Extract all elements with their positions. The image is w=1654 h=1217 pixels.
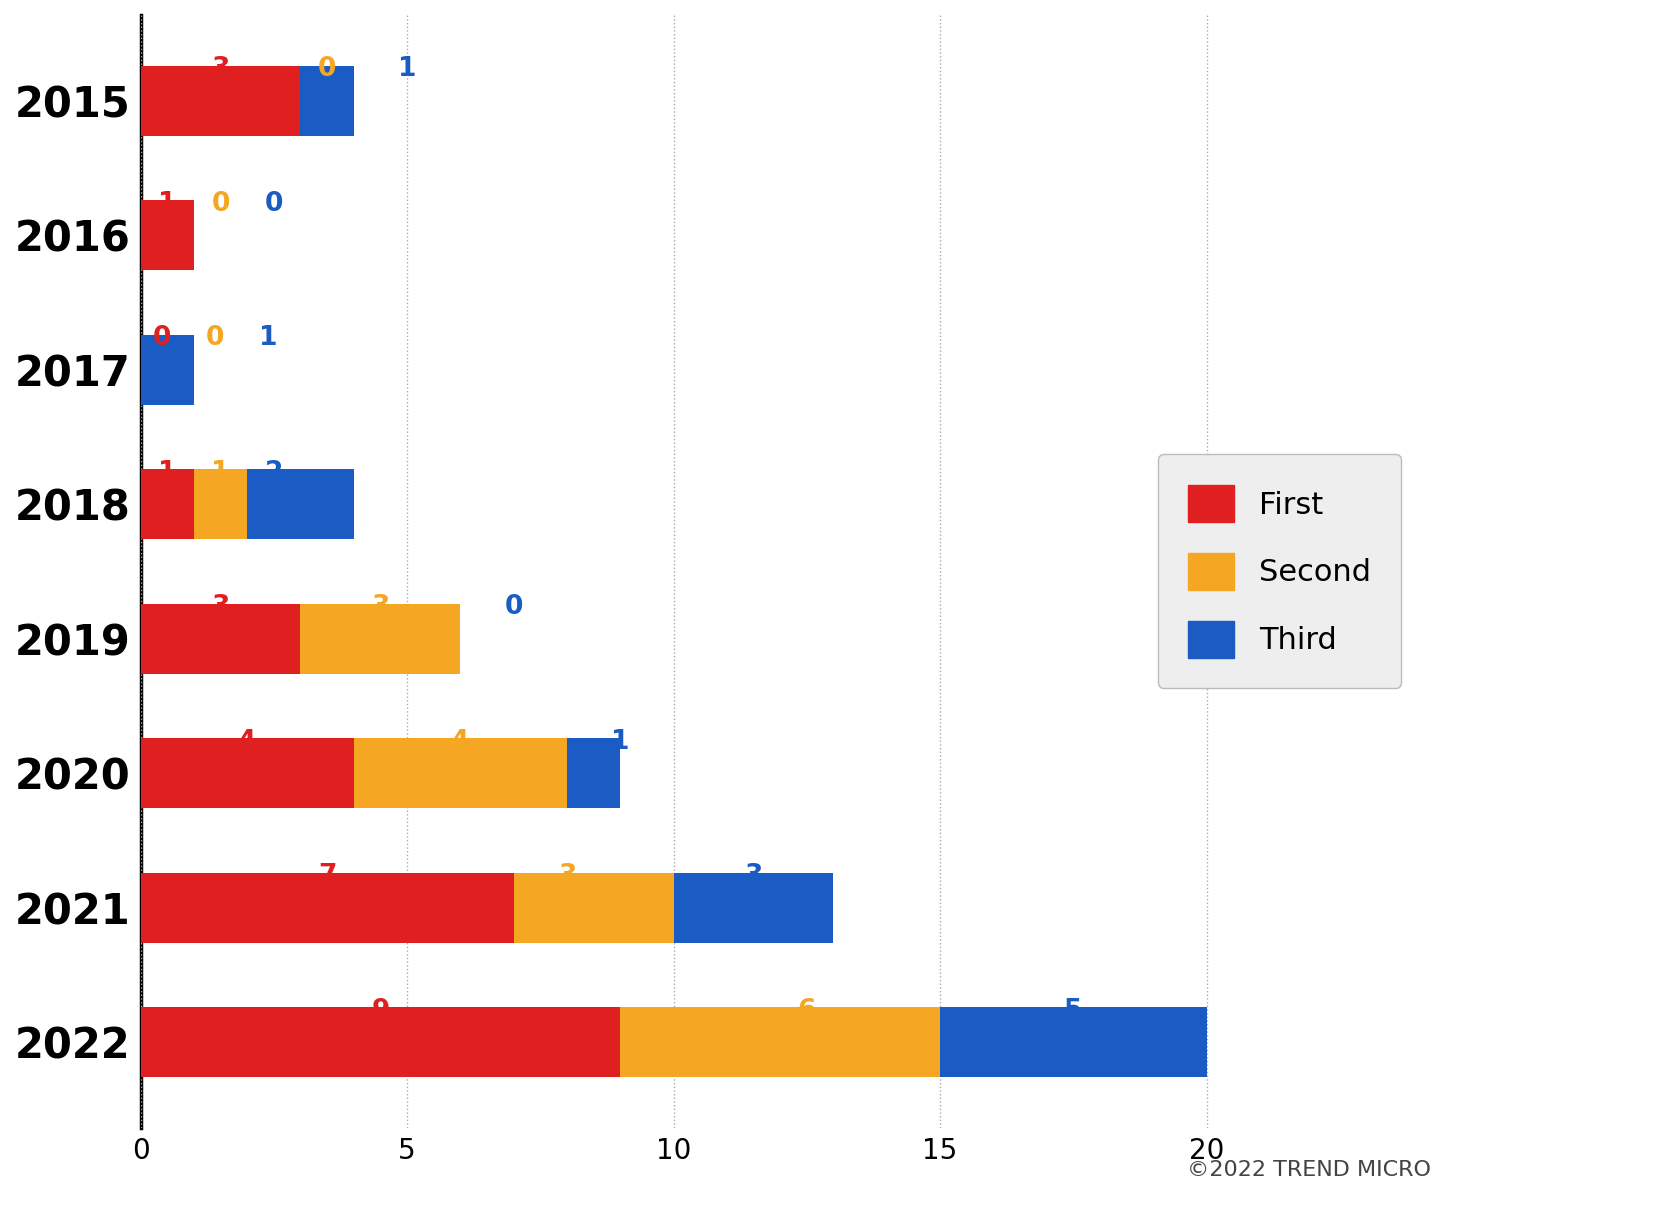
- Bar: [141, 66, 301, 135]
- Text: 0: 0: [212, 191, 230, 217]
- Text: 1: 1: [260, 325, 278, 352]
- Text: 9: 9: [370, 998, 390, 1023]
- Bar: [141, 1008, 620, 1077]
- Bar: [141, 739, 354, 808]
- Bar: [301, 604, 460, 674]
- Text: 1: 1: [399, 56, 417, 83]
- Text: 6: 6: [797, 998, 815, 1023]
- Bar: [141, 200, 194, 270]
- Bar: [246, 469, 354, 539]
- Bar: [620, 1008, 939, 1077]
- Bar: [194, 469, 246, 539]
- Bar: [354, 739, 567, 808]
- Text: 0: 0: [152, 325, 170, 352]
- Text: 0: 0: [207, 325, 225, 352]
- Legend: First, Second, Third: First, Second, Third: [1158, 454, 1401, 689]
- Bar: [567, 739, 620, 808]
- Text: 1: 1: [212, 460, 230, 486]
- Bar: [301, 66, 354, 135]
- Text: 4: 4: [238, 729, 256, 755]
- Text: 0: 0: [265, 191, 283, 217]
- Text: 4: 4: [452, 729, 470, 755]
- Text: 0: 0: [504, 594, 523, 621]
- Text: 0: 0: [318, 56, 336, 83]
- Bar: [514, 873, 673, 943]
- Text: ©2022 TREND MICRO: ©2022 TREND MICRO: [1186, 1161, 1431, 1180]
- Bar: [141, 873, 514, 943]
- Text: 1: 1: [159, 191, 177, 217]
- Text: 3: 3: [370, 594, 390, 621]
- Text: 3: 3: [744, 863, 762, 890]
- Bar: [939, 1008, 1206, 1077]
- Text: 7: 7: [318, 863, 336, 890]
- Bar: [673, 873, 834, 943]
- Bar: [141, 604, 301, 674]
- Text: 5: 5: [1064, 998, 1082, 1023]
- Text: 1: 1: [159, 460, 177, 486]
- Text: 1: 1: [610, 729, 630, 755]
- Text: 2: 2: [265, 460, 283, 486]
- Text: 3: 3: [557, 863, 576, 890]
- Text: 3: 3: [212, 594, 230, 621]
- Bar: [141, 469, 194, 539]
- Text: 3: 3: [212, 56, 230, 83]
- Bar: [141, 335, 194, 404]
